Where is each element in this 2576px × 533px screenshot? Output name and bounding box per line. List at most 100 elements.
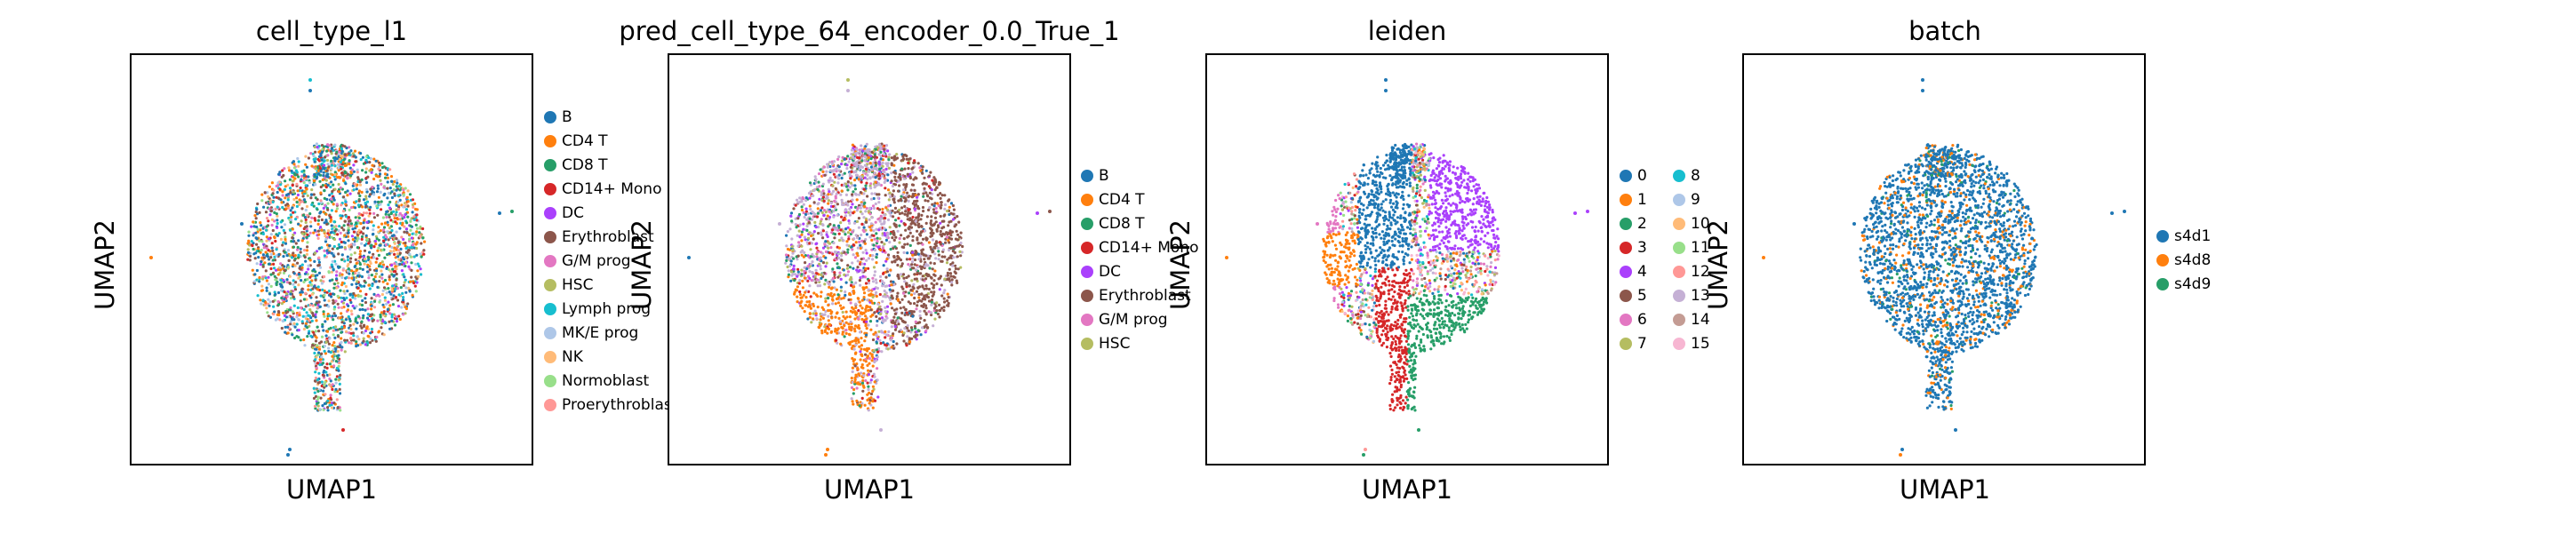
scatter-point — [869, 182, 873, 186]
scatter-point — [912, 221, 916, 225]
scatter-point — [361, 169, 364, 172]
scatter-point — [394, 220, 397, 224]
scatter-point — [319, 185, 323, 189]
scatter-point — [326, 154, 330, 157]
scatter-point — [325, 366, 329, 370]
scatter-point — [308, 319, 311, 322]
scatter-point — [259, 298, 262, 302]
scatter-point — [943, 300, 947, 304]
scatter-point — [351, 227, 355, 231]
scatter-point — [329, 384, 332, 387]
scatter-point — [346, 259, 350, 262]
scatter-point — [415, 277, 419, 281]
scatter-point — [946, 292, 949, 296]
scatter-point — [357, 228, 361, 232]
scatter-point — [923, 294, 926, 298]
scatter-point — [821, 261, 826, 265]
scatter-point — [843, 335, 846, 338]
scatter-point — [273, 235, 276, 239]
scatter-point — [328, 279, 332, 282]
scatter-point — [323, 274, 326, 279]
scatter-point — [924, 277, 928, 281]
scatter-point — [395, 211, 398, 214]
scatter-point — [912, 178, 916, 181]
scatter-point — [932, 222, 936, 226]
scatter-point — [366, 307, 370, 311]
scatter-point — [870, 238, 874, 242]
scatter-point — [791, 251, 795, 255]
scatter-point — [916, 229, 919, 233]
scatter-point — [869, 197, 874, 201]
scatter-point — [927, 310, 931, 314]
scatter-point — [381, 280, 385, 283]
scatter-point — [369, 187, 372, 191]
scatter-point — [895, 342, 899, 346]
scatter-point — [372, 224, 375, 227]
y-axis-label: UMAP2 — [90, 219, 120, 311]
scatter-point — [255, 225, 259, 229]
scatter-point — [372, 292, 376, 296]
scatter-point — [352, 334, 356, 338]
scatter-point — [923, 176, 926, 179]
scatter-point — [914, 320, 917, 323]
scatter-point — [284, 185, 287, 188]
scatter-point — [409, 280, 412, 283]
scatter-point — [332, 244, 336, 249]
scatter-point — [816, 187, 820, 192]
scatter-point — [820, 314, 823, 318]
scatter-point — [867, 323, 870, 327]
scatter-point — [835, 312, 839, 315]
scatter-point — [931, 179, 934, 182]
scatter-point — [802, 222, 805, 226]
scatter-point — [308, 314, 312, 318]
scatter-point — [250, 240, 253, 243]
scatter-point — [334, 325, 338, 329]
scatter-point — [837, 256, 841, 259]
scatter-point — [320, 228, 324, 232]
scatter-point — [364, 211, 369, 215]
scatter-point — [348, 159, 351, 163]
scatter-point — [343, 153, 347, 156]
scatter-point — [931, 224, 934, 227]
scatter-point — [887, 274, 891, 277]
scatter-point — [792, 257, 796, 260]
scatter-point — [914, 219, 917, 223]
scatter-point — [337, 166, 340, 170]
scatter-point — [250, 225, 253, 228]
scatter-point — [326, 208, 330, 211]
scatter-point — [884, 275, 888, 279]
scatter-point — [892, 195, 896, 199]
scatter-point — [306, 277, 309, 282]
scatter-point — [911, 215, 915, 219]
scatter-point — [860, 165, 864, 169]
scatter-point — [913, 159, 916, 163]
scatter-point — [413, 284, 417, 288]
scatter-point — [327, 246, 331, 250]
scatter-point — [851, 346, 854, 350]
scatter-point — [363, 323, 366, 327]
scatter-point — [884, 179, 887, 182]
scatter-point — [308, 180, 312, 185]
scatter-point — [820, 306, 824, 309]
scatter-point — [797, 241, 801, 244]
scatter-point — [394, 296, 398, 299]
scatter-point — [348, 260, 352, 264]
scatter-point — [332, 402, 336, 405]
scatter-point — [333, 159, 337, 163]
scatter-point — [356, 176, 360, 179]
scatter-point — [380, 260, 384, 264]
scatter-point — [911, 183, 916, 187]
scatter-point — [850, 397, 853, 401]
scatter-point — [821, 236, 825, 240]
scatter-point — [910, 260, 915, 264]
scatter-point — [260, 224, 263, 227]
scatter-point — [812, 302, 815, 306]
scatter-point — [869, 157, 873, 161]
scatter-point — [285, 295, 289, 298]
scatter-point — [932, 204, 936, 208]
scatter-point — [866, 349, 869, 353]
scatter-point — [339, 373, 342, 377]
scatter-point — [331, 247, 334, 251]
scatter-point — [878, 143, 882, 147]
scatter-point — [338, 237, 342, 241]
